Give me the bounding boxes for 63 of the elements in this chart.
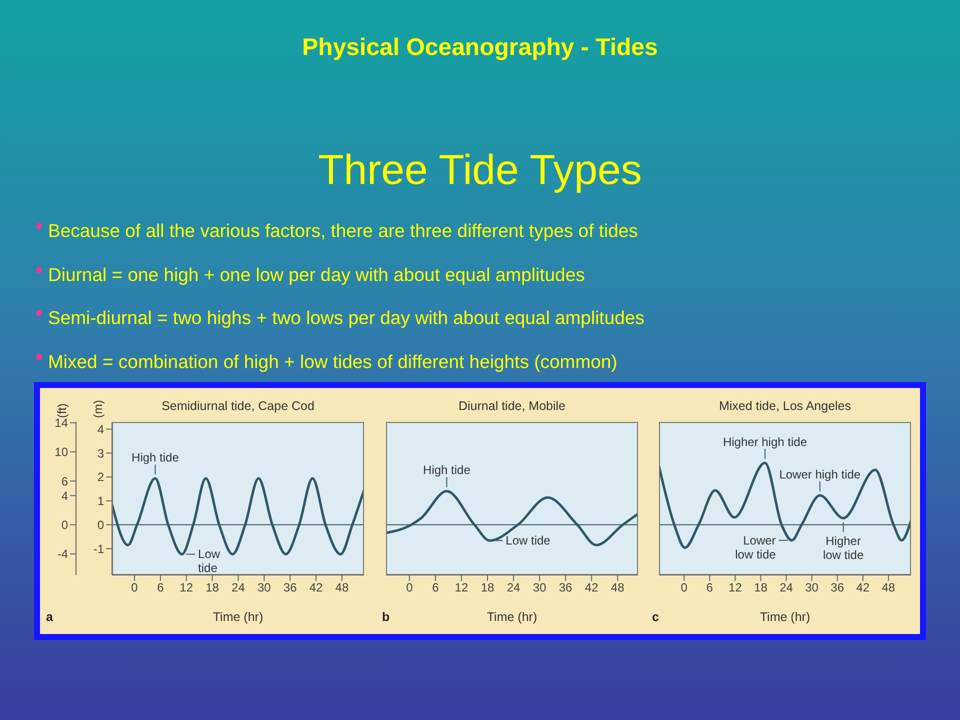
x-tick-label: 30 [805,580,819,595]
x-tick-label: 12 [454,580,468,595]
text: Mixed = combination of high + low tides of different heights (common) [48,350,618,372]
x-tick-label: 48 [335,580,349,595]
y2-axis-title: (ft) [55,403,69,418]
annotation: Low tide [198,547,220,576]
x-tick-label: 48 [882,580,896,595]
x-axis-title: Time (hr) [758,610,812,624]
chart-title: Diurnal tide, Mobile [458,399,566,413]
x-tick-label: 0 [406,580,414,595]
text: Three Tide Types [317,146,643,194]
x-tick-label: 0 [680,580,688,595]
x-tick-label: 42 [309,580,324,595]
text: Because of all the various factors, there are three different types of tides [48,220,638,241]
text: Semi-diurnal = two highs + two lows per day with about equal amplitudes [48,307,644,328]
text: a [46,610,53,624]
x-tick-label: 12 [180,580,194,595]
x-tick-label: 0 [131,580,138,595]
y2-tick-label: -4 [57,547,68,562]
text: c [652,610,659,624]
x-tick-label: 6 [157,580,164,595]
y2-tick-label: 6 [61,474,68,488]
x-tick-label: 48 [610,580,625,595]
x-axis-title: Time (hr) [212,610,264,624]
x-tick-label: 24 [232,580,246,595]
x-tick-label: 36 [558,580,573,595]
y-tick-label: 4 [97,422,104,436]
y2-tick-label: 0 [61,518,68,532]
x-axis-title: Time (hr) [486,610,538,624]
x-tick-label: 6 [706,580,714,595]
y-tick-label: -1 [93,542,104,556]
chart-title: Mixed tide, Los Angeles [718,399,852,413]
x-tick-label: 24 [780,580,794,595]
x-tick-label: 30 [257,580,272,595]
x-tick-label: 36 [283,580,298,595]
x-tick-label: 24 [506,580,521,595]
x-tick-label: 6 [432,580,440,595]
x-tick-label: 36 [830,580,844,595]
y2-tick-label: 4 [61,488,68,503]
x-tick-label: 42 [856,580,870,595]
text: Physical Oceanography - Tides [301,34,659,62]
x-tick-label: 12 [728,580,742,595]
annotation: Low tide [506,534,551,548]
x-tick-label: 30 [532,580,547,595]
y-tick-label: 1 [97,494,104,508]
y-tick-label: 3 [97,446,104,460]
text: Diurnal = one high + one low per day with about equal amplitudes [48,264,585,284]
x-tick-label: 42 [584,580,599,595]
y-axis-title: (m) [91,400,105,418]
text: b [382,610,390,624]
chart-title: Semidiurnal tide, Cape Cod [160,399,316,413]
x-tick-label: 18 [480,580,494,595]
annotation: Higher low tide [822,534,864,562]
x-tick-label: 18 [754,580,768,595]
annotation: Higher high tide [722,434,808,449]
y-tick-label: 2 [97,470,104,484]
annotation: Lower low tide [735,533,776,562]
annotation: Lower high tide [779,467,861,482]
annotation: High tide [132,450,180,464]
x-tick-label: 18 [206,580,220,595]
y-tick-label: 0 [97,518,104,532]
annotation: High tide [423,463,471,478]
y2-tick-label: 10 [54,445,68,460]
